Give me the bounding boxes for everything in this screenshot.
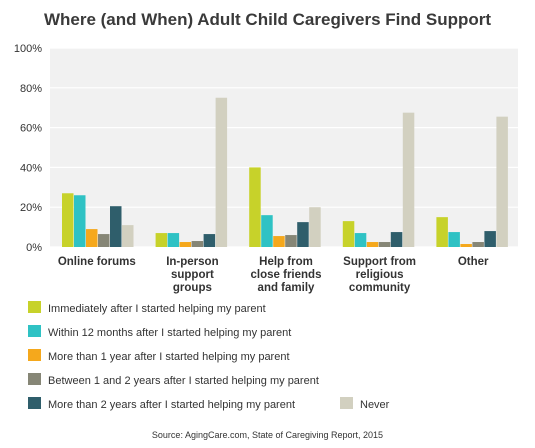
source-note: Source: AgingCare.com, State of Caregivi… [151,430,384,440]
y-tick-label: 40% [20,162,42,174]
bar [285,235,297,247]
bar [98,234,110,247]
bar [167,233,180,247]
bar [297,222,309,247]
legend-swatch [28,301,41,313]
bar [191,241,204,247]
y-tick-label: 80% [20,83,42,95]
plot-area [50,48,518,247]
bar [448,232,460,247]
bar [261,215,273,247]
category-label: Support from [343,256,416,268]
category-label: community [349,282,411,294]
category-label: and family [258,282,315,294]
bar [436,217,448,247]
bar [215,97,228,247]
category-label: religious [356,269,404,281]
bar [496,116,508,247]
legend-label: More than 2 years after I started helpin… [48,399,295,411]
bar [342,221,355,247]
bar [179,242,192,247]
category-label: Online forums [58,256,136,268]
legend-swatch [28,397,41,409]
legend-label: More than 1 year after I started helping… [48,351,290,363]
category-label: support [171,269,214,281]
y-tick-label: 100% [14,43,42,55]
bar [378,242,391,247]
bar [203,234,216,247]
legend-label: Between 1 and 2 years after I started he… [48,375,319,387]
bar [366,242,379,247]
bar [110,206,122,247]
bar [460,244,472,247]
y-tick-label: 60% [20,123,42,135]
legend-label: Never [360,399,390,411]
bar [402,112,415,247]
legend-label: Within 12 months after I started helping… [48,327,291,339]
chart-title: Where (and When) Adult Child Caregivers … [43,10,492,29]
bar [309,207,321,247]
y-tick-label: 20% [20,202,42,214]
category-label: Help from [259,256,313,268]
category-label: In-person [166,256,218,268]
bar [86,229,98,247]
bar [390,232,403,247]
bar [249,167,261,247]
bar [472,242,484,247]
bar [354,233,367,247]
legend-swatch [28,325,41,337]
bar [273,236,285,247]
legend-swatch [28,349,41,361]
category-label: close friends [251,269,322,281]
category-label: groups [173,282,212,294]
bar [484,231,496,247]
category-label: Other [458,256,489,268]
y-tick-label: 0% [26,242,42,254]
bar [122,225,134,247]
legend-label: Immediately after I started helping my p… [48,303,266,315]
legend-swatch [28,373,41,385]
legend-swatch [340,397,353,409]
bar [74,195,86,247]
bar [155,233,168,247]
bar [62,193,74,247]
